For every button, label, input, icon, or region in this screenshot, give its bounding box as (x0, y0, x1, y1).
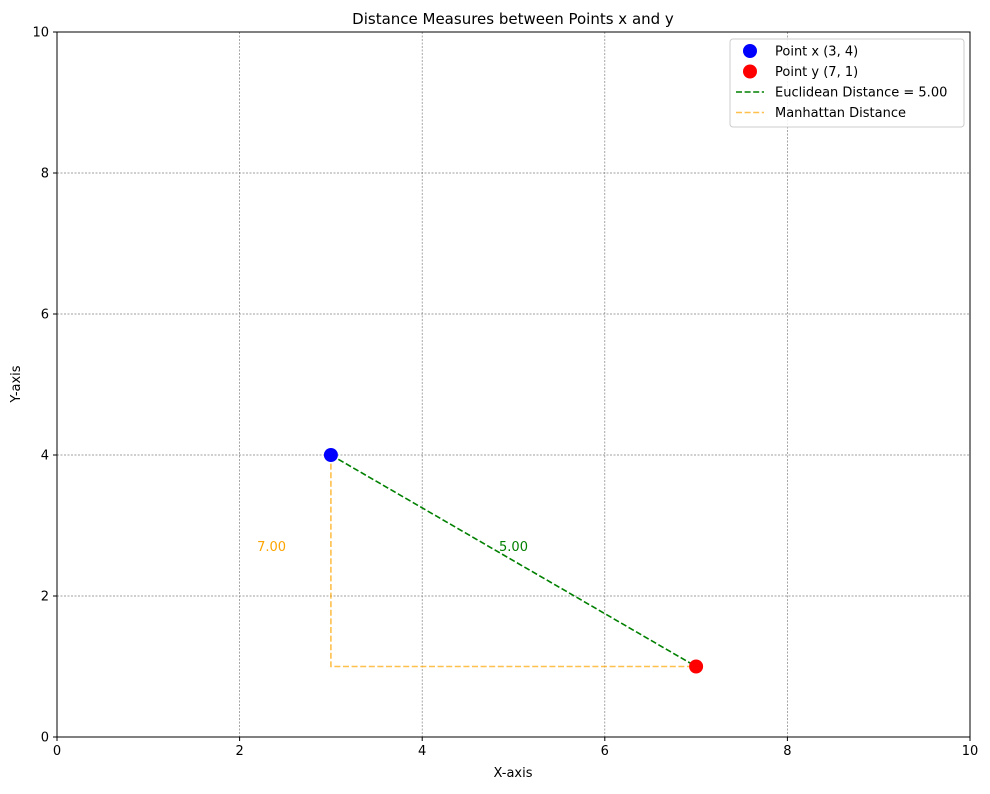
x-tick-label: 2 (235, 744, 243, 759)
x-tick-label: 4 (418, 744, 426, 759)
legend: Point x (3, 4) Point y (7, 1) Euclidean Di… (729, 38, 965, 128)
euclidean-distance-line (330, 454, 697, 668)
plot-frame (56, 31, 971, 738)
legend-point-swatch (743, 44, 757, 58)
x-tick-label: 0 (53, 744, 61, 759)
x-axis-label: X-axis (494, 766, 533, 781)
point-y-marker (689, 659, 704, 674)
y-axis-label: Y-axis (9, 365, 24, 403)
y-tick-label: 0 (41, 731, 49, 746)
y-tick-label: 6 (41, 308, 49, 323)
legend-entry-label: Point y (7, 1) (775, 65, 858, 80)
manhattan-distance-line (330, 455, 697, 668)
y-tick-label: 4 (41, 449, 49, 464)
y-tick-label: 2 (41, 590, 49, 605)
x-tick-label: 6 (601, 744, 609, 759)
y-tick-label: 8 (41, 167, 49, 182)
x-tick-label: 10 (962, 744, 979, 759)
plot-series: 5.00 7.00 (257, 448, 704, 674)
axis-ticks: 0 2 4 6 8 10 0 2 4 6 8 10 (32, 26, 978, 760)
manhattan-value-label: 7.00 (257, 540, 286, 555)
y-tick-label: 10 (32, 26, 49, 41)
legend-entry-label: Euclidean Distance = 5.00 (775, 86, 947, 101)
euclidean-value-label: 5.00 (499, 540, 528, 555)
legend-entry-label: Manhattan Distance (775, 106, 906, 121)
legend-box (729, 38, 965, 128)
point-x-marker (323, 448, 338, 462)
chart-title: Distance Measures between Points x and y (352, 10, 674, 28)
legend-point-swatch (743, 64, 757, 79)
x-tick-label: 8 (783, 744, 791, 759)
legend-entry-label: Point x (3, 4) (775, 45, 858, 60)
grid (57, 32, 970, 737)
